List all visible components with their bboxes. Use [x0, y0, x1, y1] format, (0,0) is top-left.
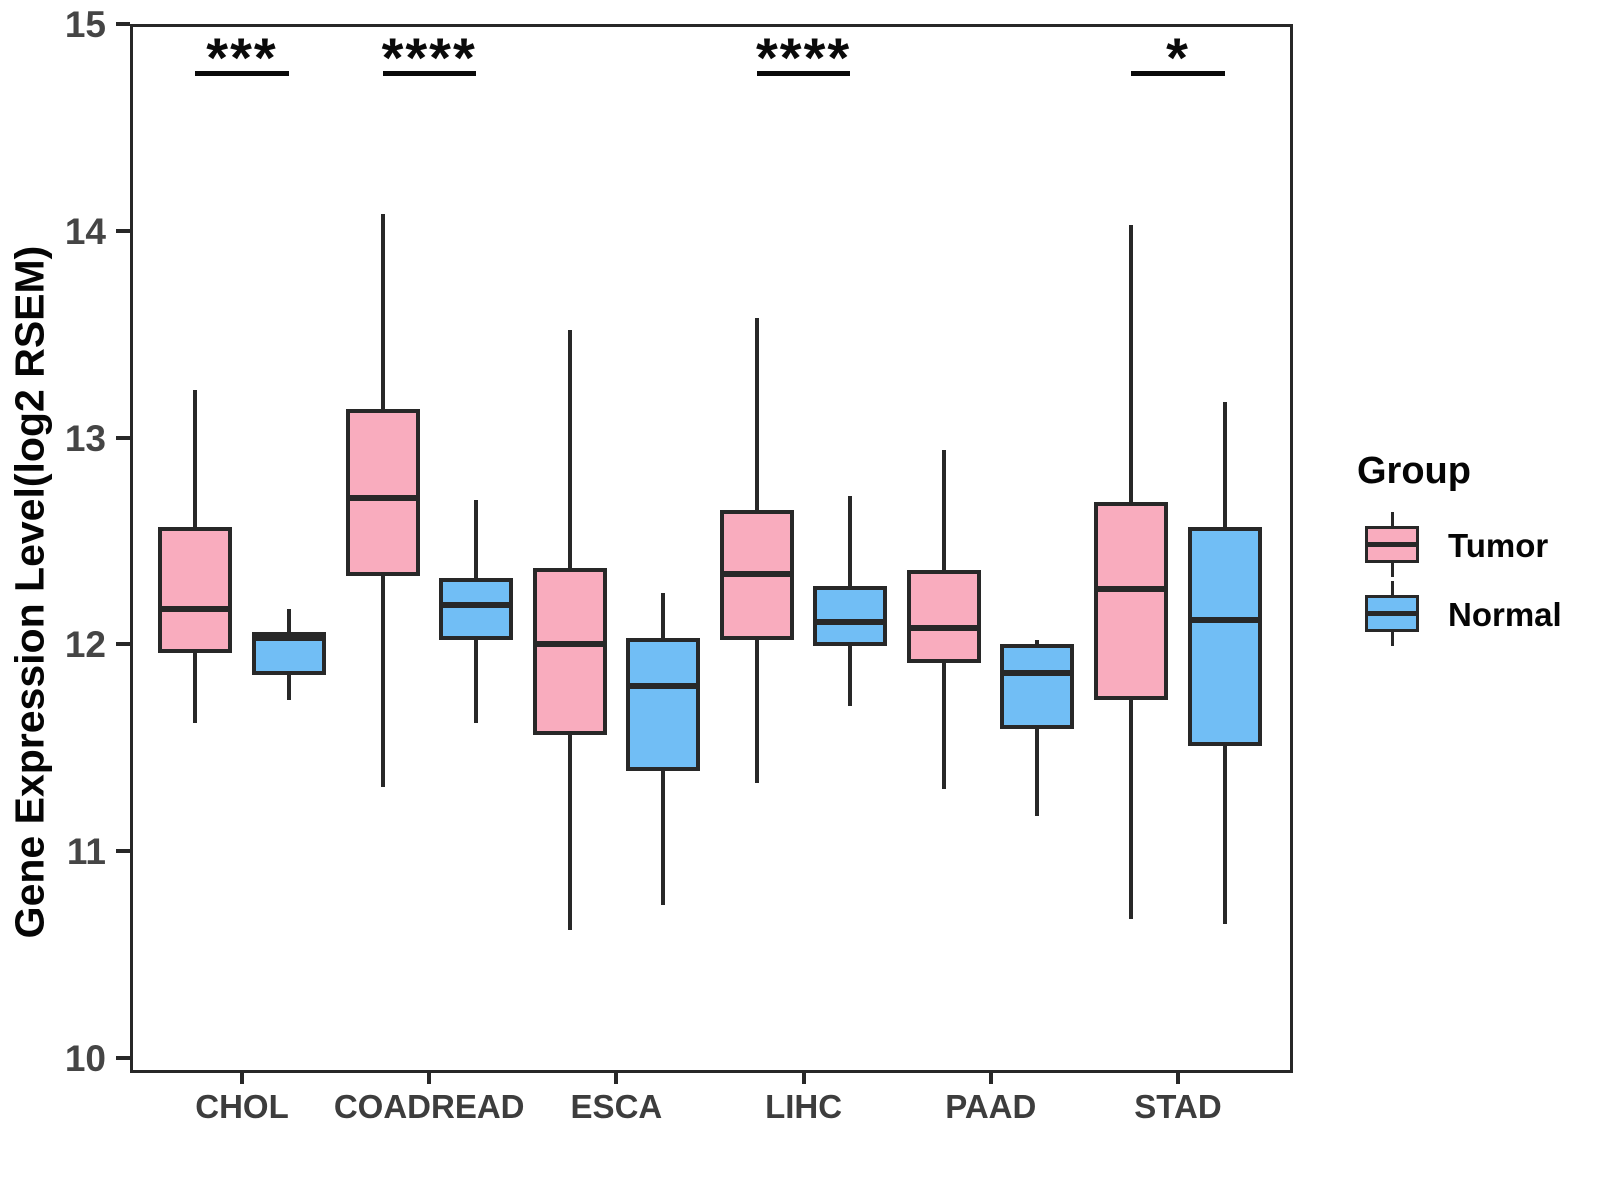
y-tick-label-13: 13	[64, 417, 106, 459]
x-tick-label-ESCA: ESCA	[570, 1088, 663, 1125]
median-STAD-Normal	[1191, 616, 1258, 623]
sig-label-LIHC: ****	[756, 26, 852, 89]
upper-whisker-ESCA-Normal	[661, 592, 665, 639]
sig-bar-COADREAD	[382, 71, 476, 76]
box-ESCA-Tumor	[532, 567, 607, 736]
lower-whisker-STAD-Tumor	[1129, 700, 1134, 920]
upper-whisker-LIHC-Normal	[848, 495, 853, 587]
x-axis-tick-COADREAD	[427, 1070, 432, 1084]
upper-whisker-LIHC-Tumor	[755, 317, 759, 510]
upper-whisker-PAAD-Normal	[1035, 640, 1040, 645]
y-axis-tick-13	[116, 435, 130, 440]
median-CHOL-Tumor	[162, 606, 229, 613]
y-axis-tick-14	[116, 228, 130, 233]
y-axis-tick-10	[116, 1056, 130, 1060]
upper-whisker-CHOL-Normal	[286, 609, 291, 632]
lower-whisker-LIHC-Normal	[848, 646, 853, 707]
legend-label-normal: Normal	[1448, 596, 1562, 633]
sig-label-CHOL: ***	[206, 26, 278, 89]
lower-whisker-LIHC-Tumor	[755, 640, 759, 783]
legend-key-median-tumor	[1368, 541, 1416, 547]
lower-whisker-ESCA-Normal	[661, 770, 665, 905]
box-PAAD-Tumor	[907, 569, 982, 663]
median-ESCA-Normal	[630, 682, 696, 689]
box-CHOL-Tumor	[158, 526, 233, 653]
median-PAAD-Normal	[1004, 670, 1071, 677]
upper-whisker-ESCA-Tumor	[567, 330, 572, 568]
y-axis-tick-12	[116, 642, 130, 647]
lower-whisker-CHOL-Tumor	[193, 652, 198, 723]
upper-whisker-COADREAD-Normal	[473, 499, 478, 579]
y-tick-label-12: 12	[64, 624, 106, 666]
median-CHOL-Normal	[255, 635, 322, 642]
upper-whisker-CHOL-Tumor	[193, 390, 198, 527]
lower-whisker-ESCA-Tumor	[567, 735, 572, 930]
sig-bar-STAD	[1131, 71, 1225, 76]
x-axis-tick-ESCA	[614, 1070, 619, 1084]
y-tick-label-10: 10	[64, 1038, 106, 1079]
box-PAAD-Normal	[1000, 644, 1075, 730]
upper-whisker-PAAD-Tumor	[942, 450, 947, 570]
box-STAD-Normal	[1187, 526, 1262, 746]
upper-whisker-STAD-Normal	[1222, 402, 1227, 527]
lower-whisker-PAAD-Normal	[1035, 729, 1040, 817]
y-axis-tick-15	[116, 22, 130, 26]
sig-bar-CHOL	[195, 71, 289, 76]
lower-whisker-COADREAD-Tumor	[380, 576, 385, 788]
x-axis-tick-CHOL	[240, 1070, 244, 1084]
x-axis-tick-LIHC	[801, 1070, 806, 1084]
median-ESCA-Tumor	[536, 641, 603, 648]
box-LIHC-Normal	[813, 586, 888, 647]
box-COADREAD-Tumor	[345, 408, 420, 577]
sig-label-COADREAD: ****	[381, 26, 477, 89]
lower-whisker-CHOL-Normal	[286, 675, 291, 701]
lower-whisker-PAAD-Tumor	[942, 663, 947, 790]
median-LIHC-Normal	[817, 618, 884, 625]
legend-label-tumor: Tumor	[1448, 527, 1549, 564]
sig-label-STAD: *	[1166, 26, 1190, 89]
box-ESCA-Normal	[626, 638, 700, 771]
median-COADREAD-Normal	[442, 602, 509, 609]
y-tick-label-11: 11	[66, 831, 106, 873]
upper-whisker-STAD-Tumor	[1129, 224, 1134, 502]
median-COADREAD-Tumor	[349, 494, 416, 501]
y-tick-label-15: 15	[64, 4, 106, 45]
x-tick-label-CHOL: CHOL	[195, 1088, 289, 1125]
box-COADREAD-Normal	[438, 578, 513, 641]
x-axis-tick-PAAD	[988, 1070, 993, 1084]
median-LIHC-Tumor	[724, 571, 790, 578]
lower-whisker-COADREAD-Normal	[473, 640, 478, 723]
x-tick-label-LIHC: LIHC	[765, 1088, 843, 1125]
median-STAD-Tumor	[1098, 585, 1165, 592]
median-PAAD-Tumor	[911, 624, 978, 631]
x-tick-label-PAAD: PAAD	[945, 1088, 1037, 1125]
x-tick-label-STAD: STAD	[1134, 1088, 1222, 1125]
y-axis-tick-11	[116, 849, 130, 854]
plot-panel	[130, 24, 1293, 1073]
x-axis-tick-STAD	[1176, 1070, 1180, 1084]
lower-whisker-STAD-Normal	[1222, 745, 1227, 924]
sig-bar-LIHC	[757, 71, 851, 76]
upper-whisker-COADREAD-Tumor	[380, 214, 385, 409]
legend-key-median-normal	[1368, 610, 1416, 616]
legend-title: Group	[1357, 450, 1471, 492]
box-STAD-Tumor	[1094, 501, 1169, 701]
y-tick-label-14: 14	[64, 210, 106, 252]
x-tick-label-COADREAD: COADREAD	[333, 1088, 525, 1125]
